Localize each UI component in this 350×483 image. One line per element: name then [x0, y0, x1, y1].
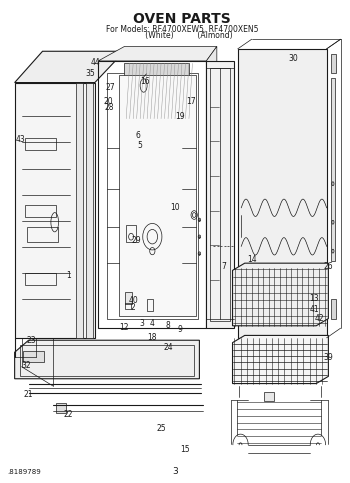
- Bar: [126, 225, 136, 242]
- Polygon shape: [86, 83, 93, 338]
- Text: 25: 25: [156, 424, 166, 433]
- Polygon shape: [206, 46, 217, 328]
- Text: (White)          (Almond): (White) (Almond): [131, 31, 233, 41]
- Text: 23: 23: [27, 336, 36, 345]
- Text: 32: 32: [21, 361, 30, 370]
- Text: 16: 16: [141, 77, 150, 86]
- Polygon shape: [206, 61, 234, 328]
- Bar: [25, 138, 56, 150]
- Polygon shape: [98, 46, 217, 61]
- Bar: [25, 273, 56, 285]
- Text: 9: 9: [178, 325, 183, 334]
- Polygon shape: [238, 49, 327, 338]
- Text: For Models: RF4700XEW5, RF4700XEN5: For Models: RF4700XEW5, RF4700XEN5: [106, 25, 258, 34]
- Text: 22: 22: [64, 411, 74, 419]
- Bar: [125, 63, 189, 119]
- Text: 44: 44: [91, 58, 100, 67]
- Polygon shape: [15, 51, 125, 83]
- Text: 18: 18: [148, 333, 157, 342]
- Text: 13: 13: [310, 294, 319, 303]
- Bar: [264, 392, 274, 401]
- Text: 5: 5: [138, 141, 142, 150]
- Text: OVEN PARTS: OVEN PARTS: [133, 12, 231, 26]
- Bar: [147, 299, 153, 312]
- Bar: [25, 205, 56, 217]
- Text: 3: 3: [172, 467, 178, 476]
- Polygon shape: [15, 83, 95, 338]
- Text: 27: 27: [106, 83, 115, 92]
- Bar: [27, 227, 58, 242]
- Text: 26: 26: [324, 262, 333, 271]
- Bar: [210, 68, 230, 321]
- Text: 1: 1: [66, 270, 71, 280]
- Text: 15: 15: [181, 445, 190, 454]
- Bar: [331, 54, 336, 73]
- Text: 4: 4: [150, 319, 155, 328]
- Text: 43: 43: [16, 135, 26, 144]
- Text: 41: 41: [310, 305, 319, 314]
- Polygon shape: [232, 335, 328, 384]
- Text: 20: 20: [104, 98, 114, 106]
- Text: 14: 14: [247, 256, 257, 264]
- Text: 29: 29: [132, 236, 141, 245]
- Bar: [125, 303, 131, 309]
- Polygon shape: [76, 83, 83, 338]
- Text: 21: 21: [23, 390, 33, 399]
- Text: 28: 28: [104, 103, 113, 112]
- Text: 8: 8: [166, 321, 170, 330]
- Bar: [56, 403, 66, 413]
- Text: .8189789: .8189789: [8, 469, 41, 475]
- Text: 12: 12: [120, 323, 129, 332]
- Polygon shape: [232, 263, 328, 326]
- Text: 7: 7: [221, 262, 226, 271]
- Text: 35: 35: [86, 70, 96, 78]
- Bar: [20, 345, 194, 376]
- Bar: [126, 292, 132, 304]
- Bar: [119, 75, 196, 316]
- Bar: [331, 78, 335, 261]
- Bar: [107, 73, 198, 319]
- Bar: [98, 61, 206, 328]
- Text: 19: 19: [175, 112, 185, 121]
- Text: 42: 42: [315, 314, 324, 323]
- Text: 6: 6: [135, 131, 140, 140]
- Text: 2: 2: [131, 303, 135, 313]
- Text: 17: 17: [186, 98, 196, 106]
- Polygon shape: [15, 340, 199, 379]
- Text: 10: 10: [170, 203, 180, 213]
- Text: 30: 30: [289, 54, 299, 63]
- Bar: [331, 299, 336, 319]
- Bar: [23, 351, 44, 362]
- Text: 3: 3: [139, 319, 144, 328]
- Text: 24: 24: [163, 343, 173, 352]
- Text: 39: 39: [323, 353, 333, 362]
- Text: 40: 40: [128, 296, 138, 305]
